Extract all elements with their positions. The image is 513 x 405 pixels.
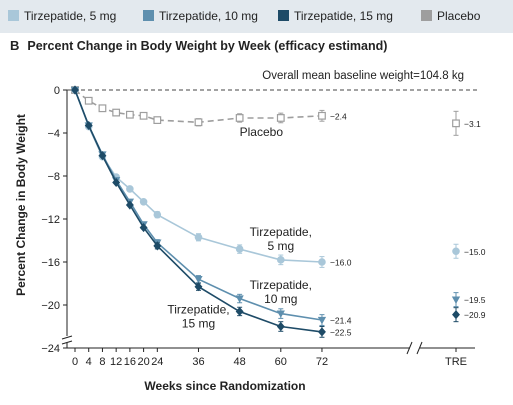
data-point-tirzepatide-15-mg [276,321,285,332]
legend-item-tirzepatide-5mg: Tirzepatide, 5 mg [8,9,116,23]
data-point-tirzepatide-15-mg [194,282,203,292]
y-tick-label: −12 [41,214,60,226]
data-point-placebo [139,111,148,120]
series-annotation-line: 10 mg [264,292,297,306]
data-point-tirzepatide-15-mg [112,177,121,188]
end-value-label-placebo: −2.4 [330,111,347,121]
x-tick-label: 36 [192,356,204,368]
x-tick-label: 16 [124,356,136,368]
x-tick-label: 24 [151,356,163,368]
tre-value-label-tirzepatide-10-mg: −19.5 [464,295,486,305]
y-tick-label: −16 [41,257,60,269]
data-point-placebo [194,118,203,127]
axis-break-mark [416,341,423,355]
data-point-tirzepatide-10-mg [194,276,203,284]
data-point-tirzepatide-10-mg [235,295,244,303]
data-point-placebo [84,96,93,105]
data-point-tirzepatide-5-mg [318,258,326,266]
data-point-tirzepatide-5-mg [194,233,203,242]
series-annotation-line: Tirzepatide, [250,278,312,292]
data-point-tirzepatide-10-mg [317,316,327,325]
series-annotation-line: Tirzepatide, [250,225,312,239]
data-point-placebo [235,114,244,122]
data-point-tirzepatide-15-mg [153,241,162,251]
legend: Tirzepatide, 5 mg Tirzepatide, 10 mg Tir… [0,0,513,33]
data-point-tirzepatide-5-mg [235,245,244,253]
legend-item-tirzepatide-15mg: Tirzepatide, 15 mg [278,9,393,23]
axis-break-mark [406,341,413,355]
chart-title: Percent Change in Body Weight by Week (e… [27,39,388,53]
tre-value-label-tirzepatide-5-mg: −15.0 [464,247,486,257]
data-point-tirzepatide-10-mg [276,310,285,318]
series-annotation-line: Tirzepatide, [167,303,229,317]
x-tick-label: 8 [99,356,105,368]
series-annotation-line: 5 mg [267,239,294,253]
series-annotation-line: Placebo [240,125,284,139]
x-tick-label: 12 [110,356,122,368]
legend-label: Tirzepatide, 10 mg [159,9,258,23]
tre-point-tirzepatide-5-mg [452,247,460,256]
legend-label: Placebo [437,9,481,23]
baseline-note: Overall mean baseline weight=104.8 kg [262,70,464,82]
x-tick-label: 72 [316,356,328,368]
y-tick-label: −4 [47,128,60,140]
data-point-placebo [125,110,134,119]
x-axis-label: Weeks since Randomization [144,379,305,393]
x-tick-label: 0 [72,356,78,368]
data-point-tirzepatide-15-mg [235,306,244,317]
data-point-tirzepatide-15-mg [139,223,148,233]
legend-label: Tirzepatide, 5 mg [24,9,117,23]
data-point-tirzepatide-5-mg [153,210,162,219]
legend-swatch [143,10,154,21]
tre-point-placebo [452,119,460,128]
data-point-tirzepatide-15-mg [317,327,326,337]
legend-swatch [278,10,289,21]
data-point-placebo [318,111,326,120]
y-tick-label: −24 [41,343,60,355]
axis-break-mark [61,335,73,340]
data-point-tirzepatide-15-mg [98,151,107,161]
end-value-label-tirzepatide-10-mg: −21.4 [330,316,352,326]
tre-value-label-placebo: −3.1 [464,119,481,129]
data-point-placebo [153,116,162,125]
end-value-label-tirzepatide-15-mg: −22.5 [330,327,352,337]
panel-letter: B [10,38,20,53]
data-point-tirzepatide-5-mg [139,198,148,206]
x-tick-label: 20 [137,356,149,368]
legend-swatch [421,10,432,21]
data-point-tirzepatide-5-mg [277,256,285,264]
data-point-tirzepatide-15-mg [71,85,79,95]
series-annotation: Tirzepatide, 10 mg [250,278,312,306]
y-axis-label: Percent Change in Body Weight [14,114,28,296]
data-point-tirzepatide-15-mg [84,120,93,131]
x-tick-label: 48 [234,356,246,368]
tre-point-tirzepatide-15-mg [452,310,460,320]
legend-swatch [8,10,19,21]
y-tick-label: −8 [47,171,60,183]
panel-heading: B Percent Change in Body Weight by Week (… [10,38,387,53]
series-line-placebo [74,89,323,124]
axis-break-mark [61,340,73,345]
y-tick-label: −20 [41,300,60,312]
x-tick-label: 4 [86,356,92,368]
data-point-tirzepatide-5-mg [126,185,134,193]
x-tick-label: 60 [275,356,287,368]
series-annotation: Tirzepatide, 15 mg [167,303,229,331]
data-point-placebo [112,108,121,117]
series-annotation-line: 15 mg [182,317,215,331]
data-point-placebo [276,114,285,122]
data-point-placebo [98,104,107,113]
x-tick-label: TRE [445,356,467,368]
tre-point-tirzepatide-10-mg [451,296,461,304]
legend-item-placebo: Placebo [421,9,480,23]
end-value-label-tirzepatide-5-mg: −16.0 [330,258,352,268]
series-annotation: Tirzepatide, 5 mg [250,225,312,253]
legend-label: Tirzepatide, 15 mg [294,9,393,23]
y-tick-label: 0 [54,85,60,97]
series-annotation: Placebo [240,125,284,139]
data-point-tirzepatide-15-mg [125,200,134,210]
legend-item-tirzepatide-10mg: Tirzepatide, 10 mg [143,9,258,23]
tre-value-label-tirzepatide-15-mg: −20.9 [464,310,486,320]
